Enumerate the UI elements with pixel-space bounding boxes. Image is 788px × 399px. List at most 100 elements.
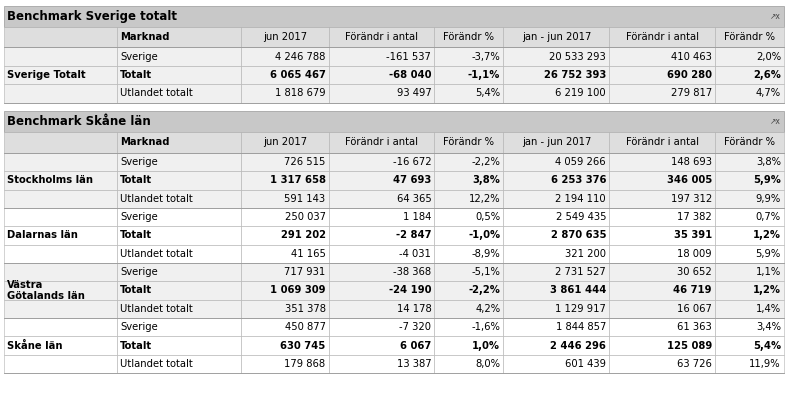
Text: 717 931: 717 931	[284, 267, 325, 277]
Bar	[329, 263, 434, 281]
Bar	[715, 208, 784, 226]
Bar	[4, 153, 117, 171]
Text: Skåne län: Skåne län	[7, 340, 62, 351]
Bar	[504, 47, 609, 66]
Bar	[715, 336, 784, 355]
Text: 321 200: 321 200	[565, 249, 606, 259]
Text: ↗x: ↗x	[770, 117, 781, 126]
Bar	[504, 84, 609, 103]
Bar	[117, 245, 241, 263]
Text: -68 040: -68 040	[388, 70, 431, 80]
Text: 35 391: 35 391	[674, 230, 712, 241]
Text: 8,0%: 8,0%	[475, 359, 500, 369]
Bar	[4, 226, 117, 245]
Text: 1,2%: 1,2%	[753, 285, 781, 296]
Bar	[715, 263, 784, 281]
Text: 61 363: 61 363	[677, 322, 712, 332]
Bar	[4, 190, 117, 208]
Text: 351 378: 351 378	[284, 304, 325, 314]
Text: Utlandet totalt: Utlandet totalt	[121, 304, 193, 314]
Text: 93 497: 93 497	[396, 88, 431, 99]
Text: jun 2017: jun 2017	[263, 32, 307, 42]
Bar	[117, 171, 241, 190]
Text: 1,4%: 1,4%	[756, 304, 781, 314]
Text: Totalt: Totalt	[121, 340, 152, 351]
Text: 11,9%: 11,9%	[749, 359, 781, 369]
Text: 5,9%: 5,9%	[756, 249, 781, 259]
Bar	[609, 281, 715, 300]
Bar	[609, 66, 715, 84]
Text: 1 129 917: 1 129 917	[556, 304, 606, 314]
Bar	[715, 355, 784, 373]
Bar	[329, 245, 434, 263]
Bar	[4, 6, 784, 27]
Bar	[4, 111, 784, 132]
Bar	[504, 355, 609, 373]
Text: 2,6%: 2,6%	[753, 70, 781, 80]
Bar	[434, 190, 504, 208]
Text: Utlandet totalt: Utlandet totalt	[121, 359, 193, 369]
Bar	[241, 281, 329, 300]
Bar	[241, 355, 329, 373]
Text: 5,9%: 5,9%	[753, 175, 781, 186]
Text: 179 868: 179 868	[284, 359, 325, 369]
Bar	[609, 84, 715, 103]
Text: 0,7%: 0,7%	[756, 212, 781, 222]
Text: 64 365: 64 365	[396, 194, 431, 204]
Text: 30 652: 30 652	[677, 267, 712, 277]
Bar	[4, 66, 117, 84]
Bar	[117, 153, 241, 171]
Text: jan - jun 2017: jan - jun 2017	[522, 137, 591, 148]
Text: 690 280: 690 280	[667, 70, 712, 80]
Text: -1,1%: -1,1%	[468, 70, 500, 80]
Bar	[434, 171, 504, 190]
Bar	[504, 208, 609, 226]
Bar	[329, 47, 434, 66]
Bar	[609, 208, 715, 226]
Bar	[241, 153, 329, 171]
Text: -8,9%: -8,9%	[471, 249, 500, 259]
Text: Utlandet totalt: Utlandet totalt	[121, 88, 193, 99]
Bar	[715, 318, 784, 336]
Bar	[504, 27, 609, 47]
Bar	[329, 171, 434, 190]
Bar	[241, 171, 329, 190]
Bar	[715, 190, 784, 208]
Bar	[329, 66, 434, 84]
Text: 279 817: 279 817	[671, 88, 712, 99]
Text: -4 031: -4 031	[400, 249, 431, 259]
Bar	[434, 355, 504, 373]
Text: Sverige: Sverige	[121, 322, 158, 332]
Bar	[117, 281, 241, 300]
Bar	[4, 318, 117, 336]
Bar	[117, 84, 241, 103]
Text: 2 194 110: 2 194 110	[556, 194, 606, 204]
Bar	[4, 171, 117, 190]
Bar	[504, 171, 609, 190]
Bar	[434, 281, 504, 300]
Bar	[117, 263, 241, 281]
Text: 1 069 309: 1 069 309	[270, 285, 325, 296]
Text: -1,0%: -1,0%	[468, 230, 500, 241]
Text: Sverige: Sverige	[121, 212, 158, 222]
Bar	[4, 27, 117, 47]
Text: 2 446 296: 2 446 296	[550, 340, 606, 351]
Text: -2,2%: -2,2%	[471, 157, 500, 167]
Text: 1,1%: 1,1%	[756, 267, 781, 277]
Bar	[434, 226, 504, 245]
Bar	[4, 132, 117, 153]
Text: 47 693: 47 693	[393, 175, 431, 186]
Text: Totalt: Totalt	[121, 230, 152, 241]
Bar	[434, 153, 504, 171]
Bar	[609, 336, 715, 355]
Bar	[4, 47, 117, 66]
Bar	[117, 66, 241, 84]
Bar	[504, 132, 609, 153]
Text: 1 818 679: 1 818 679	[275, 88, 325, 99]
Text: 3,8%: 3,8%	[473, 175, 500, 186]
Bar	[434, 263, 504, 281]
Bar	[329, 336, 434, 355]
Text: Förändr %: Förändr %	[724, 32, 775, 42]
Text: 291 202: 291 202	[281, 230, 325, 241]
Bar	[504, 336, 609, 355]
